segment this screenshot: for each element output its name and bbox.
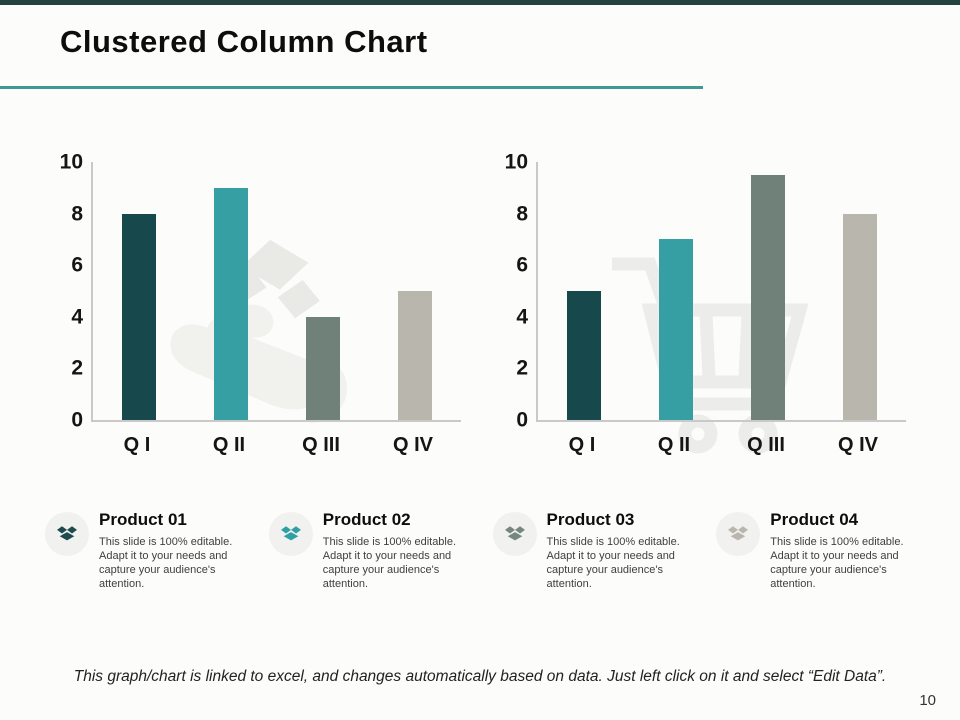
y-tick-label: 8	[71, 202, 83, 226]
y-tick-label: 10	[59, 150, 83, 174]
open-box-icon	[280, 526, 301, 541]
product-description: This slide is 100% editable. Adapt it to…	[546, 536, 680, 590]
bar-slot	[538, 162, 630, 420]
top-accent-bar	[0, 0, 960, 5]
product-item-04: Product 04 This slide is 100% editable. …	[716, 510, 940, 591]
bar-slot	[369, 162, 461, 420]
product-icon-circle	[492, 512, 537, 556]
x-category-label: Q III	[302, 434, 340, 456]
y-tick-label: 4	[71, 305, 83, 329]
y-tick-label: 8	[516, 202, 528, 226]
product-description: This slide is 100% editable. Adapt it to…	[322, 536, 457, 590]
bar-q-i[interactable]	[122, 213, 156, 420]
y-tick-label: 10	[504, 150, 528, 174]
product-legend-row: Product 01 This slide is 100% editable. …	[45, 510, 940, 591]
product-item-03: Product 03 This slide is 100% editable. …	[492, 510, 717, 591]
open-box-icon	[57, 526, 77, 541]
y-tick-label: 4	[516, 305, 528, 329]
x-category-label: Q I	[123, 434, 151, 456]
y-tick-label: 2	[516, 356, 528, 380]
product-icon-circle	[45, 512, 89, 556]
x-category-label: Q II	[212, 434, 246, 456]
y-tick-label: 0	[71, 408, 83, 432]
footnote: This graph/chart is linked to excel, and…	[73, 668, 887, 685]
page-title: Clustered Column Chart	[60, 24, 428, 59]
product-item-01: Product 01 This slide is 100% editable. …	[45, 510, 269, 591]
product-icon-circle	[716, 512, 761, 556]
plot-area	[536, 162, 906, 422]
product-title: Product 01	[99, 510, 187, 529]
x-category-label: Q IV	[392, 434, 433, 456]
open-box-icon	[728, 526, 749, 541]
left-column-chart[interactable]: 0 2 4 6 8 10 Q I Q II Q III Q IV	[55, 148, 465, 460]
bar-slot	[277, 162, 369, 420]
bar-slot	[630, 162, 722, 420]
product-title: Product 03	[546, 510, 635, 529]
open-box-icon	[504, 526, 525, 541]
bar-slot	[814, 162, 906, 420]
bar-q-iv[interactable]	[398, 291, 432, 420]
x-category-label: Q II	[657, 434, 691, 456]
bar-q-i[interactable]	[567, 291, 601, 420]
plot-area	[91, 162, 461, 422]
y-tick-label: 0	[516, 408, 528, 432]
product-title: Product 02	[322, 510, 411, 529]
product-description: This slide is 100% editable. Adapt it to…	[99, 536, 233, 590]
bar-slot	[722, 162, 814, 420]
y-tick-label: 6	[71, 253, 83, 277]
x-axis: Q I Q II Q III Q IV	[536, 434, 904, 457]
bar-slot	[185, 162, 277, 420]
y-tick-label: 6	[516, 253, 528, 277]
bar-q-iv[interactable]	[843, 213, 877, 420]
y-tick-label: 2	[71, 356, 83, 380]
right-column-chart[interactable]: 0 2 4 6 8 10 Q I Q II Q III Q IV	[500, 148, 910, 460]
page-number: 10	[919, 692, 936, 709]
x-category-label: Q I	[568, 434, 596, 456]
bar-slot	[93, 162, 185, 420]
bar-q-iii[interactable]	[306, 316, 340, 420]
product-description: This slide is 100% editable. Adapt it to…	[770, 536, 904, 590]
title-underline	[0, 86, 703, 89]
bar-q-ii[interactable]	[659, 239, 693, 420]
product-item-02: Product 02 This slide is 100% editable. …	[268, 510, 493, 591]
x-axis: Q I Q II Q III Q IV	[91, 434, 459, 457]
bar-q-ii[interactable]	[214, 187, 248, 420]
product-title: Product 04	[770, 510, 859, 529]
x-category-label: Q III	[747, 434, 785, 456]
x-category-label: Q IV	[837, 434, 878, 456]
product-icon-circle	[268, 512, 313, 556]
bar-q-iii[interactable]	[751, 174, 785, 420]
